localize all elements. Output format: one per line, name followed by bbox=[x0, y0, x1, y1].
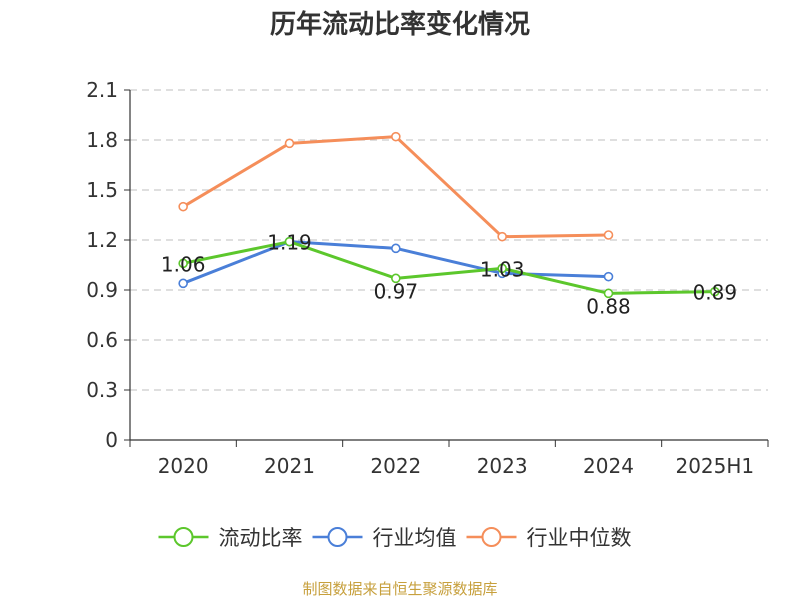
legend[interactable]: 流动比率 行业均值 行业中位数 bbox=[158, 526, 632, 550]
series-point-0[interactable] bbox=[603, 288, 614, 299]
x-tick-label: 2020 bbox=[158, 454, 209, 478]
y-tick-label: 1.5 bbox=[86, 178, 118, 202]
y-tick-label: 2.1 bbox=[86, 78, 118, 102]
series-point-2[interactable] bbox=[497, 231, 507, 242]
series-point-2[interactable] bbox=[391, 131, 401, 142]
y-tick-label: 1.8 bbox=[86, 128, 118, 152]
data-label: 0.97 bbox=[374, 279, 419, 303]
series-point-1[interactable] bbox=[391, 243, 401, 254]
legend-label: 行业中位数 bbox=[527, 526, 632, 550]
y-tick-label: 0.3 bbox=[86, 378, 118, 402]
data-label: 0.88 bbox=[586, 294, 631, 318]
legend-item-0[interactable]: 流动比率 bbox=[158, 526, 303, 550]
y-tick-label: 1.2 bbox=[86, 228, 118, 252]
y-tick-label: 0.6 bbox=[86, 328, 118, 352]
x-tick-label: 2025H1 bbox=[675, 454, 754, 478]
series-point-2[interactable] bbox=[603, 230, 614, 240]
series-lines bbox=[178, 131, 720, 299]
grid-lines bbox=[130, 89, 768, 391]
series-point-0[interactable] bbox=[284, 236, 295, 247]
legend-marker bbox=[173, 527, 194, 547]
legend-item-2[interactable]: 行业中位数 bbox=[466, 526, 632, 550]
series-point-0[interactable] bbox=[710, 286, 720, 297]
legend-item-1[interactable]: 行业均值 bbox=[312, 526, 457, 550]
series-point-1[interactable] bbox=[603, 271, 614, 282]
series-point-0[interactable] bbox=[178, 258, 188, 269]
series-point-0[interactable] bbox=[497, 263, 507, 274]
series-point-2[interactable] bbox=[178, 201, 188, 212]
axes: 0 0.3 0.6 0.9 1.2 1.5 1.8 2.1 2020 2021 2022 2023 20… bbox=[86, 78, 769, 478]
data-labels: 1.06 1.19 0.97 1.03 0.88 0.89 bbox=[161, 231, 737, 319]
series-point-1[interactable] bbox=[178, 278, 188, 289]
series-line-0 bbox=[182, 240, 715, 295]
series-point-0[interactable] bbox=[391, 273, 401, 284]
legend-label: 流动比率 bbox=[219, 526, 303, 550]
data-label: 1.06 bbox=[161, 252, 206, 276]
legend-label: 行业均值 bbox=[373, 526, 457, 550]
source-note: 制图数据来自恒生聚源数据库 bbox=[302, 580, 498, 598]
x-tick-label: 2022 bbox=[370, 454, 421, 478]
x-tick-label: 2023 bbox=[477, 454, 528, 478]
series-point-2[interactable] bbox=[284, 138, 295, 149]
data-label: 1.03 bbox=[480, 257, 525, 281]
series-line-2 bbox=[182, 135, 609, 239]
legend-marker bbox=[481, 527, 502, 547]
y-tick-label: 0 bbox=[105, 428, 118, 452]
legend-marker bbox=[327, 527, 348, 547]
x-tick-label: 2021 bbox=[264, 454, 315, 478]
y-tick-label: 0.9 bbox=[86, 278, 118, 302]
data-label: 0.89 bbox=[693, 281, 738, 305]
chart-title: 历年流动比率变化情况 bbox=[269, 10, 530, 40]
x-tick-label: 2024 bbox=[583, 454, 634, 478]
data-label: 1.19 bbox=[267, 231, 312, 255]
